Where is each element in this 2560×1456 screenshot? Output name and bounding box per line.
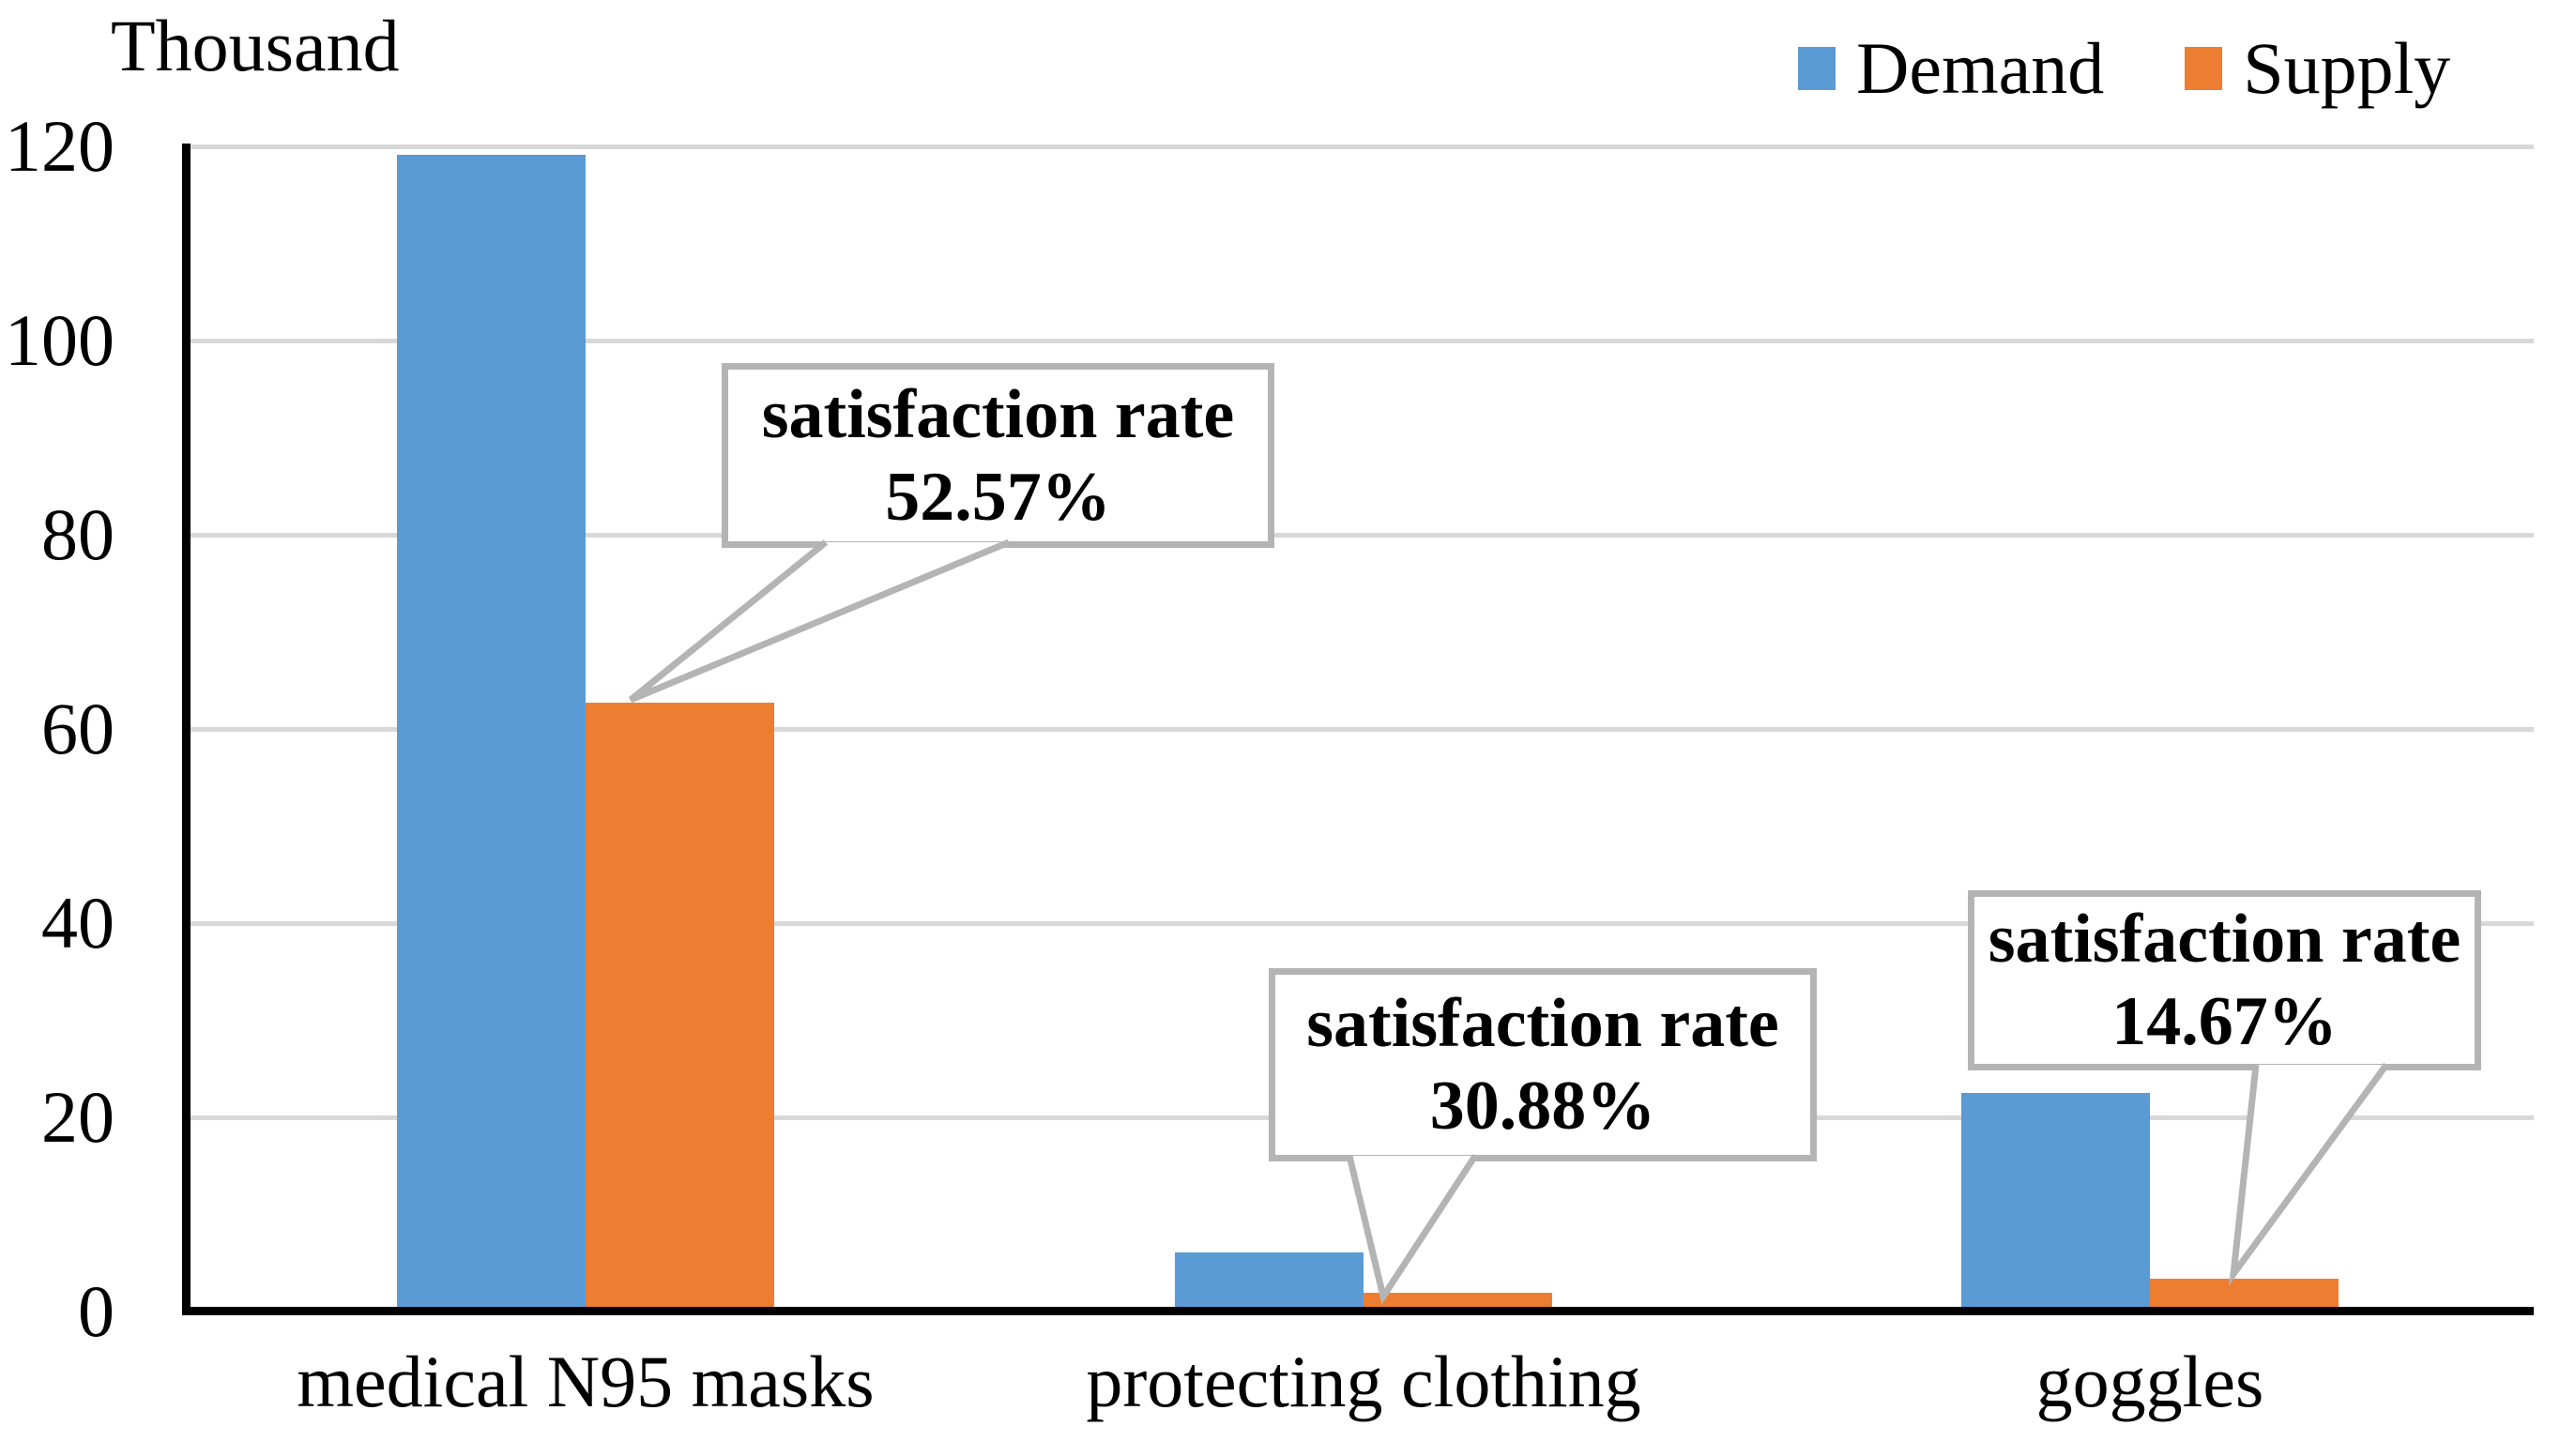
legend-demand-label: Demand <box>1856 27 2105 109</box>
y-tick-label-20: 20 <box>41 1076 114 1158</box>
x-category-label-medical-n95-masks: medical N95 masks <box>297 1341 875 1422</box>
x-axis-line <box>182 1307 2534 1315</box>
y-axis-line <box>182 144 190 1315</box>
gridline-80 <box>186 533 2534 538</box>
legend-supply-label: Supply <box>2243 27 2451 109</box>
y-tick-label-80: 80 <box>41 493 114 575</box>
y-tick-label-40: 40 <box>41 882 114 963</box>
callout-value: 30.88% <box>1429 1068 1656 1145</box>
callout-pointer-medical-n95-masks <box>628 538 1011 704</box>
y-tick-label-120: 120 <box>5 105 114 187</box>
y-tick-label-60: 60 <box>41 688 114 769</box>
y-tick-label-0: 0 <box>78 1270 114 1352</box>
x-category-label-protecting-clothing: protecting clothing <box>1086 1341 1641 1422</box>
bar-demand-medical-n95-masks <box>397 155 586 1311</box>
bar-supply-goggles <box>2150 1278 2339 1311</box>
legend-supply-swatch <box>2185 47 2223 90</box>
gridline-100 <box>186 339 2534 343</box>
callout-pointer-goggles <box>2229 1062 2389 1286</box>
legend: Demand Supply <box>1798 32 2450 105</box>
legend-demand-swatch <box>1798 47 1836 90</box>
callout-label: satisfaction rate <box>1988 901 2461 978</box>
callout-medical-n95-masks: satisfaction rate 52.57% <box>722 363 1274 548</box>
callout-value: 14.67% <box>2111 983 2338 1060</box>
gridline-40 <box>186 921 2534 926</box>
bar-demand-protecting-clothing <box>1175 1251 1364 1311</box>
x-category-label-goggles: goggles <box>2035 1341 2264 1422</box>
y-tick-label-100: 100 <box>5 299 114 381</box>
gridline-120 <box>186 144 2534 149</box>
y-axis-unit-label: Thousand <box>111 5 400 86</box>
callout-goggles: satisfaction rate 14.67% <box>1968 890 2481 1070</box>
callout-label: satisfaction rate <box>1306 985 1779 1062</box>
callout-pointer-protecting-clothing <box>1346 1154 1478 1305</box>
bar-demand-goggles <box>1961 1093 2150 1311</box>
callout-value: 52.57% <box>885 458 1111 536</box>
callout-label: satisfaction rate <box>761 375 1235 453</box>
bar-supply-medical-n95-masks <box>586 703 774 1311</box>
gridline-60 <box>186 727 2534 732</box>
callout-protecting-clothing: satisfaction rate 30.88% <box>1269 968 1817 1161</box>
